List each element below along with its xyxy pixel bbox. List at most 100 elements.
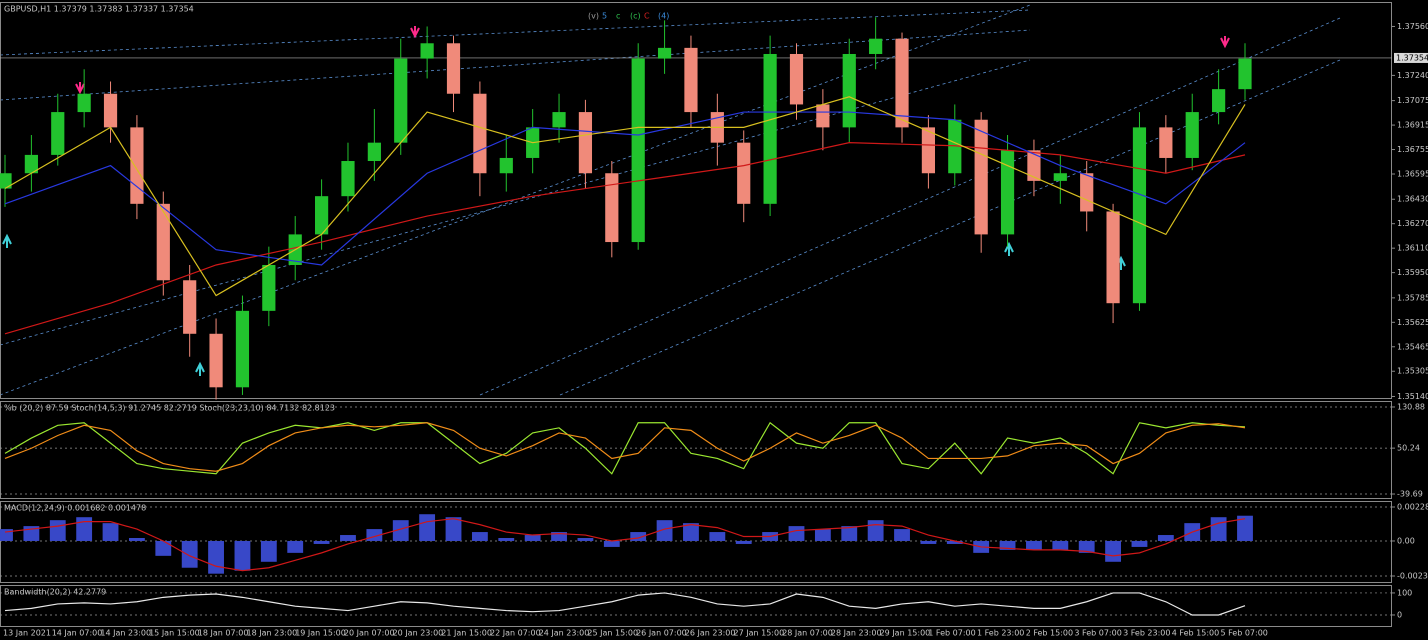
wave-label: (c): [630, 12, 641, 21]
x-tick-label: 5 Feb 07:00: [1221, 629, 1268, 638]
histogram-bar: [524, 535, 541, 541]
series-line: [4, 592, 1246, 616]
histogram-bar: [630, 532, 647, 541]
wave-label: 5: [602, 12, 607, 21]
candle-body: [869, 38, 883, 54]
histogram-bar: [1157, 535, 1174, 541]
x-tick-label: 13 Jan 2021: [3, 629, 51, 638]
candle-body: [1185, 112, 1199, 158]
y-tick-label: 1.36430: [1397, 195, 1428, 204]
x-tick-label: 1 Feb 23:00: [977, 629, 1024, 638]
histogram-bar: [551, 532, 567, 541]
candle-body: [974, 119, 988, 235]
histogram-bar: [814, 529, 831, 541]
panel-title: %b (20,2) 87.59 Stoch(14,5,3) 91.2745 82…: [4, 404, 335, 413]
x-tick-label: 3 Feb 07:00: [1074, 629, 1121, 638]
candle-body: [789, 53, 804, 105]
candle-body: [499, 157, 513, 174]
histogram-bar: [392, 520, 409, 541]
last-price-box: [1394, 52, 1428, 63]
histogram-bar: [683, 523, 699, 541]
series-line: [4, 111, 1246, 266]
candle-body: [446, 43, 461, 94]
series-line: [4, 142, 1246, 335]
y-tick-label: 1.35305: [1397, 367, 1428, 376]
x-tick-label: 21 Jan 15:00: [441, 629, 492, 638]
y-tick-label: -0.002356: [1397, 571, 1428, 580]
series-line: [4, 421, 1246, 475]
histogram-bar: [155, 540, 172, 556]
histogram-bar: [49, 520, 66, 541]
panel-title: Bandwidth(20,2) 42.2779: [4, 588, 106, 597]
candle-body: [394, 58, 408, 143]
candle-body: [420, 43, 434, 59]
histogram-bar: [1237, 515, 1253, 541]
histogram-bar: [0, 529, 13, 541]
histogram-bar: [709, 532, 726, 541]
candle-body: [1053, 173, 1067, 181]
histogram-bar: [129, 538, 145, 541]
x-tick-label: 18 Jan 07:00: [198, 629, 249, 638]
candle-body: [77, 93, 91, 113]
candle-body: [921, 127, 935, 174]
candle-body: [1106, 211, 1120, 304]
candle-body: [235, 310, 250, 388]
candle-body: [341, 161, 355, 197]
series-line: [4, 96, 1246, 297]
x-tick-label: 24 Jan 23:00: [539, 629, 590, 638]
candle-body: [156, 203, 170, 281]
histogram-bar: [894, 529, 910, 541]
histogram-bar: [366, 529, 383, 541]
x-tick-label: 14 Jan 07:00: [52, 629, 103, 638]
x-tick-label: 14 Jan 23:00: [100, 629, 151, 638]
histogram-bar: [1210, 517, 1227, 541]
y-tick-label: 1.37075: [1397, 96, 1428, 105]
histogram-bar: [287, 540, 304, 553]
x-tick-label: 2 Feb 15:00: [1026, 629, 1073, 638]
histogram-bar: [234, 540, 251, 571]
histogram-bar: [340, 535, 356, 541]
histogram-bar: [577, 538, 594, 541]
y-tick-label: 1.37240: [1397, 71, 1428, 80]
histogram-bar: [788, 526, 805, 541]
candle-body: [130, 127, 144, 204]
candle-body: [0, 173, 12, 189]
histogram-bar: [260, 540, 277, 562]
sell-arrow: [1220, 36, 1230, 49]
candle-body: [1080, 173, 1094, 212]
histogram-bar: [419, 514, 436, 541]
panel-frame: [0, 401, 1392, 499]
x-tick-label: 20 Jan 23:00: [393, 629, 444, 638]
x-tick-label: 25 Jan 15:00: [587, 629, 638, 638]
candle-body: [578, 112, 593, 174]
histogram-bar: [102, 523, 119, 541]
candle-body: [1238, 58, 1252, 90]
x-tick-label: 29 Jan 15:00: [880, 629, 931, 638]
y-tick-label: 130.88: [1397, 402, 1425, 411]
x-tick-label: 26 Jan 07:00: [636, 629, 687, 638]
histogram-bar: [920, 540, 937, 544]
candle-body: [816, 104, 830, 128]
panel-frame: [0, 501, 1392, 583]
x-tick-label: 3 Feb 23:00: [1123, 629, 1170, 638]
panel-title: GBPUSD,H1 1.37379 1.37383 1.37337 1.3735…: [4, 5, 194, 14]
histogram-bar: [841, 526, 858, 541]
candle-body: [1027, 150, 1041, 181]
histogram-bar: [1026, 540, 1042, 550]
sell-arrow: [410, 26, 420, 39]
y-tick-label: 100: [1397, 588, 1412, 597]
y-tick-label: 50.24: [1397, 444, 1420, 453]
histogram-bar: [735, 540, 752, 544]
x-tick-label: 28 Jan 07:00: [782, 629, 833, 638]
histogram-bar: [313, 540, 330, 544]
candle-body: [1159, 127, 1173, 158]
candle-body: [183, 280, 197, 334]
candle-body: [948, 119, 962, 174]
histogram-bar: [471, 532, 488, 541]
y-tick-label: 1.36110: [1397, 244, 1428, 253]
candle-body: [684, 47, 698, 113]
candle-body: [1132, 127, 1147, 304]
wave-label: (4): [658, 12, 669, 21]
histogram-bar: [76, 517, 93, 541]
